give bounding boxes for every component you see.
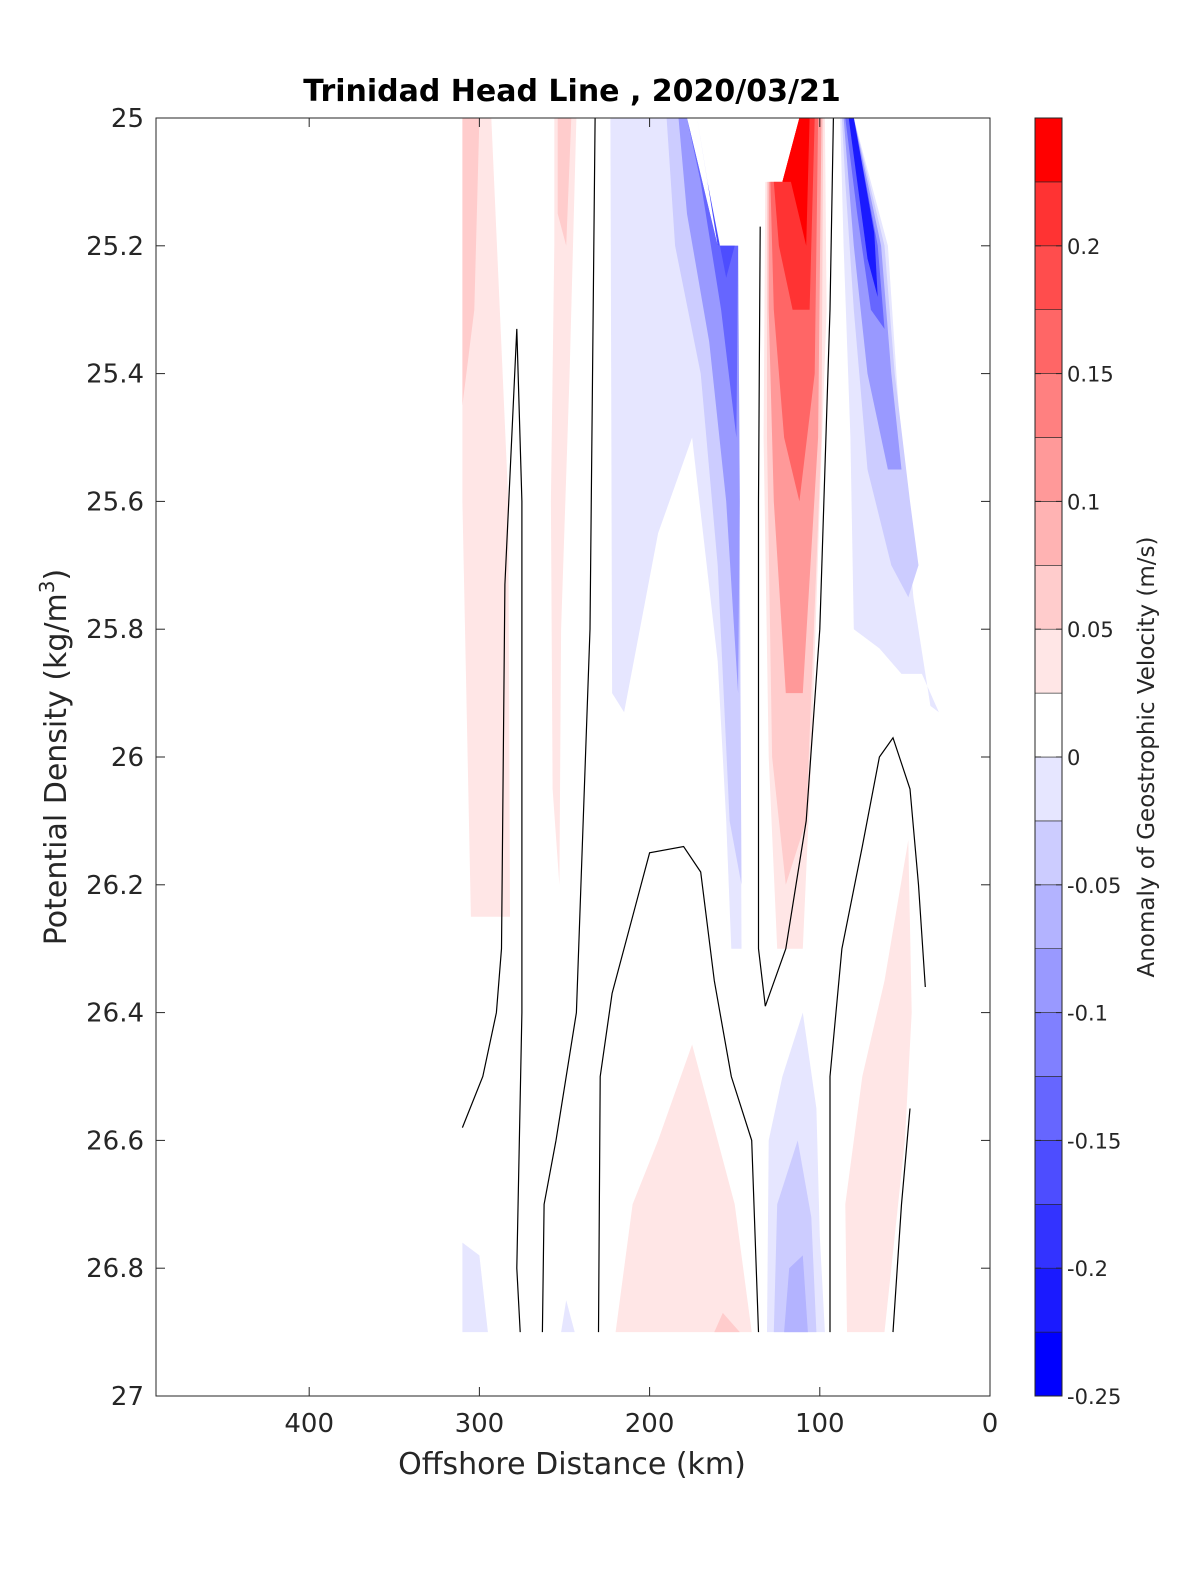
colorbar-swatch xyxy=(1034,1267,1063,1333)
colorbar-tick-label: -0.2 xyxy=(1067,1257,1108,1281)
y-tick-label: 26.6 xyxy=(86,1126,144,1156)
colorbar-tick-label: -0.05 xyxy=(1067,874,1121,898)
colorbar-tick-label: 0.2 xyxy=(1067,235,1100,259)
zero-contour-6 xyxy=(892,1108,911,1333)
y-tick-label: 25 xyxy=(111,104,144,134)
colorbar-swatch xyxy=(1034,1331,1063,1397)
colorbar-swatch xyxy=(1034,1140,1063,1205)
pos-jet-core xyxy=(782,118,810,246)
pos-deep-mid-core xyxy=(714,1312,740,1333)
colorbar-swatch xyxy=(1034,628,1063,694)
colorbar-swatch xyxy=(1034,309,1063,374)
colorbar-swatch xyxy=(1034,1076,1063,1141)
pos-offshore-strip xyxy=(462,118,510,917)
zero-contour-3 xyxy=(597,845,760,1333)
y-axis-label: Potential Density (kg/m3) xyxy=(35,569,74,945)
colorbar-swatch xyxy=(1034,948,1063,1013)
colorbar-tick-label: 0.15 xyxy=(1067,363,1114,387)
chart-title: Trinidad Head Line , 2020/03/21 xyxy=(303,74,840,109)
colorbar-swatch xyxy=(1034,692,1063,758)
y-tick-label: 25.4 xyxy=(86,360,144,390)
zero-contour-4 xyxy=(757,117,834,1007)
y-tick-label: 27 xyxy=(111,1382,144,1412)
zero-contour-2 xyxy=(541,117,596,1333)
y-tick-label: 25.8 xyxy=(86,615,144,645)
pos-strip-250-inner xyxy=(557,118,572,246)
colorbar-swatch xyxy=(1034,564,1063,630)
colorbar-tick-label: -0.25 xyxy=(1067,1385,1121,1409)
colorbar-tick-label: 0.05 xyxy=(1067,618,1114,642)
filled-contours xyxy=(462,118,939,1333)
pos-deep-inshore xyxy=(845,840,912,1333)
colorbar-swatch xyxy=(1034,820,1063,886)
neg-deep-jet-2 xyxy=(784,1255,808,1333)
neg-core-3 xyxy=(687,118,739,438)
colorbar-tick-label: 0.1 xyxy=(1067,490,1100,514)
colorbar-swatch xyxy=(1034,373,1063,438)
x-tick-label: 0 xyxy=(982,1409,999,1439)
y-tick-label: 26.4 xyxy=(86,999,144,1029)
colorbar-swatch xyxy=(1034,245,1063,311)
zero-contour-5 xyxy=(829,736,926,1333)
colorbar-swatch xyxy=(1034,501,1063,566)
x-tick-label: 100 xyxy=(795,1409,845,1439)
pos-strip-250 xyxy=(550,118,577,885)
colorbar-tick-label: -0.15 xyxy=(1067,1129,1121,1153)
zero-contour-lines xyxy=(461,117,926,1333)
colorbar-tick-label: -0.1 xyxy=(1067,1002,1108,1026)
y-tick-label: 25.2 xyxy=(86,232,144,262)
y-axis-label-text: Potential Density (kg/m xyxy=(39,593,74,945)
x-tick-label: 200 xyxy=(625,1409,675,1439)
y-axis-label-superscript: 3 xyxy=(35,580,59,593)
y-tick-label: 26.2 xyxy=(86,871,144,901)
colorbar-swatch xyxy=(1034,181,1063,247)
colorbar-ticks: 0.2 0.15 0.1 0.05 0 -0.05 -0.1 -0.15 -0.2 -0.25 xyxy=(1035,235,1121,1409)
y-tick-label: 26 xyxy=(111,743,144,773)
colorbar-swatch xyxy=(1034,437,1063,502)
colorbar-swatch xyxy=(1034,1012,1063,1077)
y-tick-label: 25.6 xyxy=(86,487,144,517)
neg-deep-250 xyxy=(561,1300,575,1333)
x-axis-label: Offshore Distance (km) xyxy=(398,1447,746,1482)
y-tick-label: 26.8 xyxy=(86,1254,144,1284)
colorbar-swatch xyxy=(1034,117,1063,183)
x-tick-label: 400 xyxy=(284,1409,334,1439)
x-axis-ticks: 400 300 200 100 0 xyxy=(284,118,998,1439)
pos-offshore-strip-inner xyxy=(462,118,480,406)
colorbar-label: Anomaly of Geostrophic Velocity (m/s) xyxy=(1134,537,1160,978)
zero-contour-1 xyxy=(461,328,523,1333)
y-axis-label-close: ) xyxy=(39,569,74,581)
colorbar-swatch xyxy=(1034,884,1063,949)
neg-deep-jet-1 xyxy=(773,1140,817,1333)
colorbar-swatch xyxy=(1034,1204,1063,1269)
neg-deep-offshore xyxy=(462,1242,488,1333)
y-axis-ticks: 25 25.2 25.4 25.6 25.8 26 26.2 26.4 26.6 26.8 27 xyxy=(86,104,990,1412)
neg-inshore-4 xyxy=(848,118,878,297)
colorbar-tick-label: 0 xyxy=(1067,746,1080,770)
pos-deep-mid xyxy=(615,1044,752,1333)
x-tick-label: 300 xyxy=(455,1409,505,1439)
colorbar-swatch xyxy=(1034,756,1063,822)
